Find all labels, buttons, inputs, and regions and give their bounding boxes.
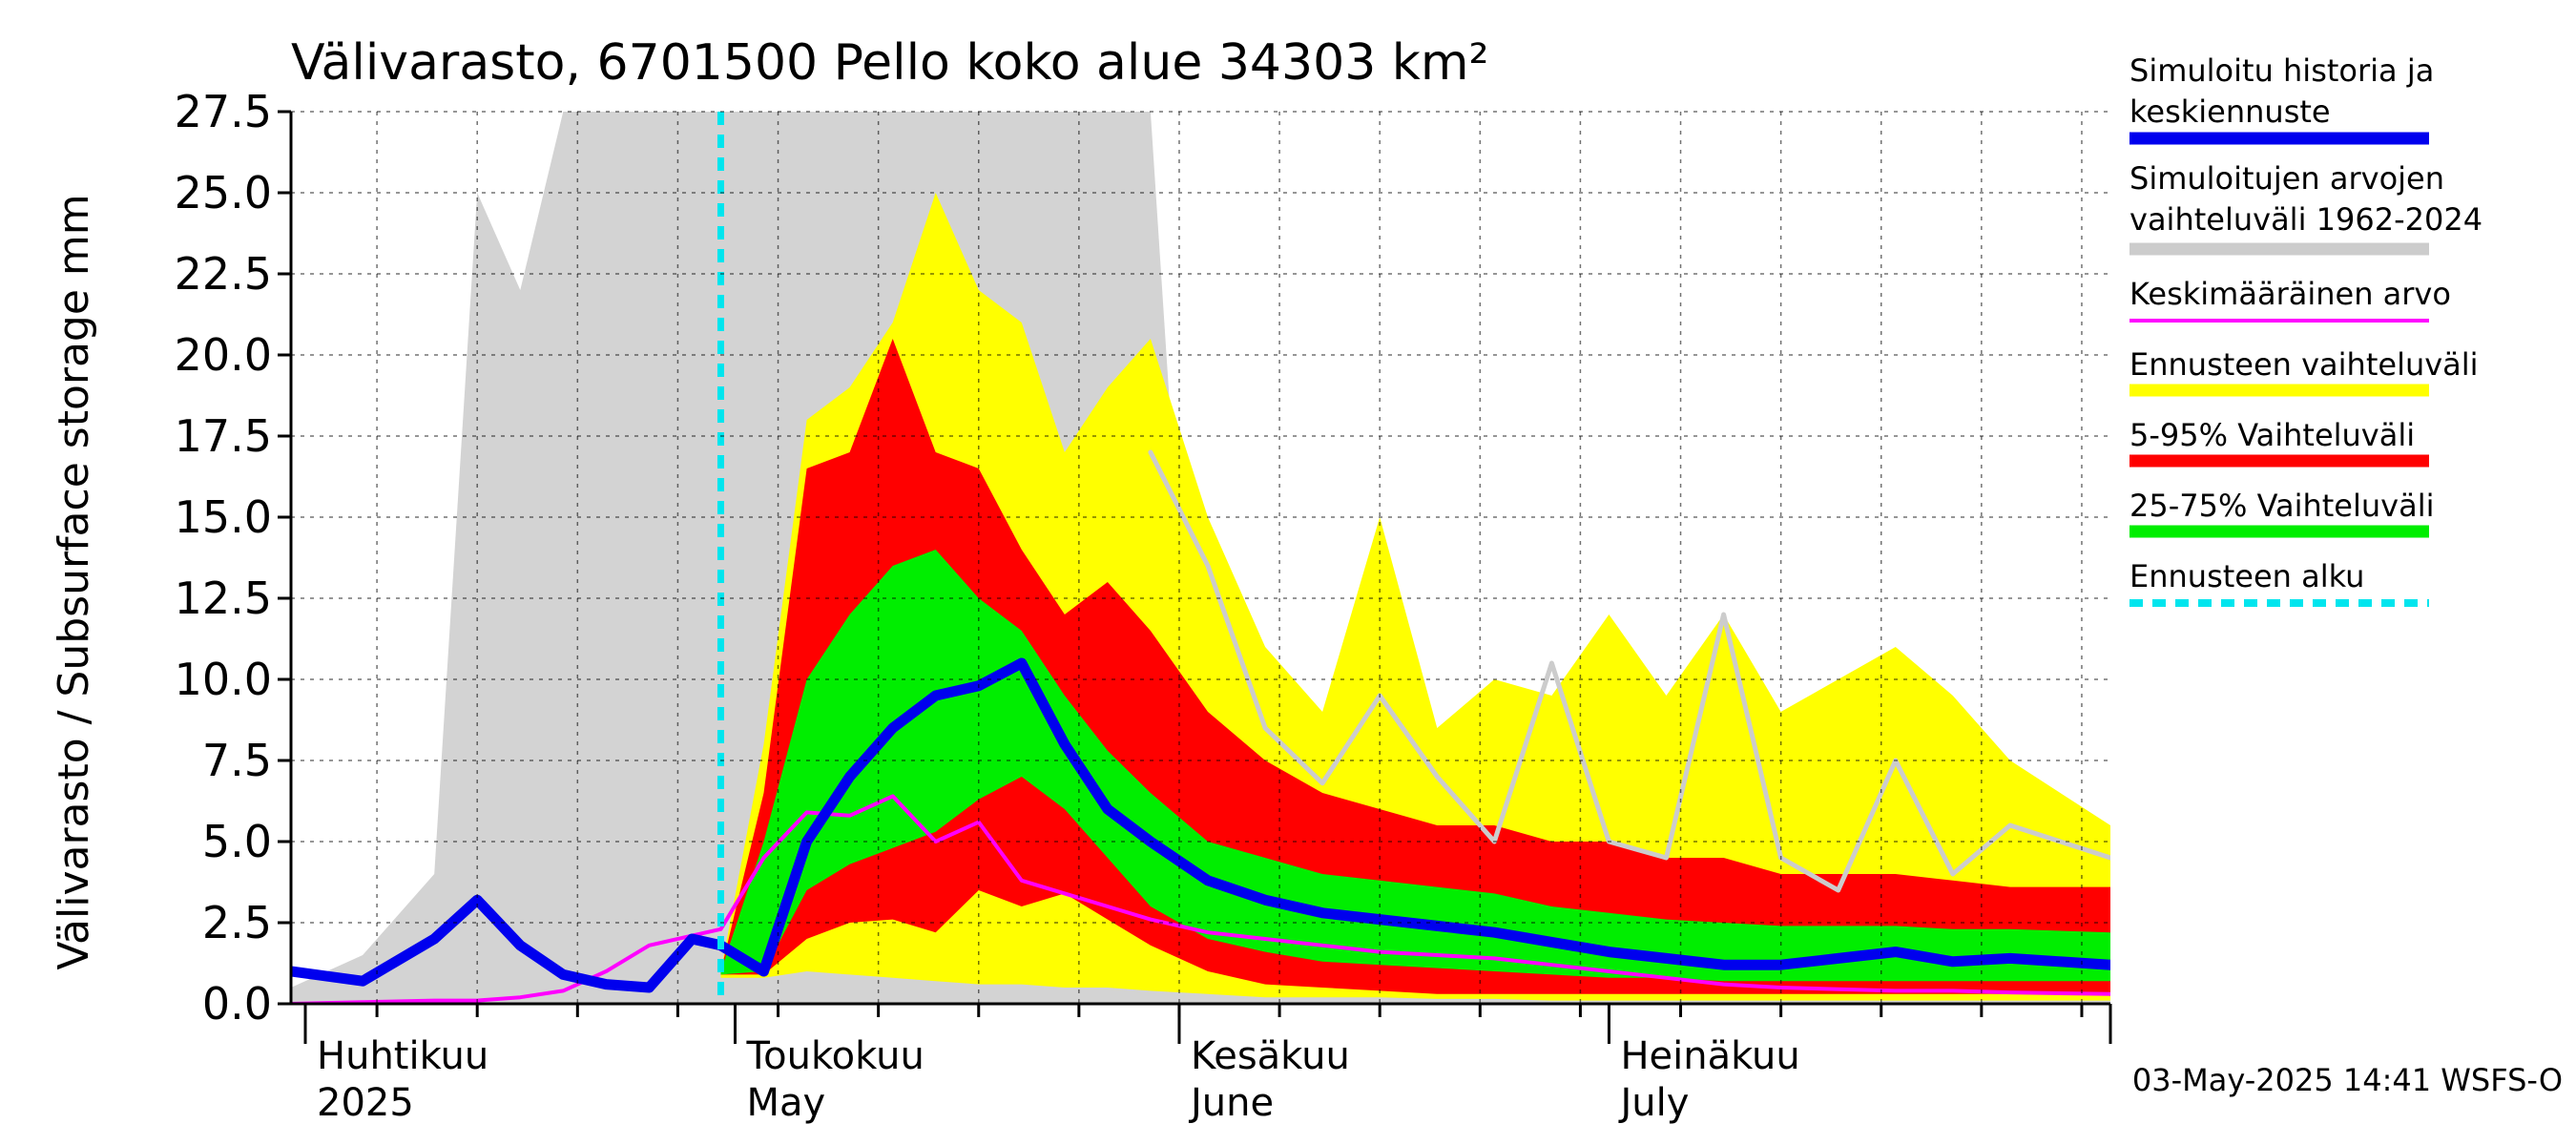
plot-area bbox=[291, 112, 2110, 1004]
legend: Simuloitu historia ja keskiennuste Simuloi… bbox=[2129, 52, 2483, 607]
legend-label: Keskimääräinen arvo bbox=[2129, 276, 2451, 312]
history-range-area bbox=[291, 112, 2110, 1004]
x-month-sublabel: May bbox=[746, 1081, 825, 1125]
legend-label: Ennusteen vaihteluväli bbox=[2129, 346, 2479, 383]
chart-title: Välivarasto, 6701500 Pello koko alue 343… bbox=[291, 34, 1488, 92]
y-axis: 0.0 2.5 5.0 7.5 10.0 12.5 15.0 17.5 20.0 22.5 25.0… bbox=[175, 86, 291, 1030]
x-month-sublabel: 2025 bbox=[317, 1081, 414, 1125]
y-tick-label: 2.5 bbox=[202, 897, 272, 948]
y-tick-label: 15.0 bbox=[175, 491, 272, 543]
y-tick-label: 22.5 bbox=[175, 248, 272, 300]
x-month-sublabel: June bbox=[1188, 1081, 1274, 1125]
x-month-label: Kesäkuu bbox=[1191, 1034, 1350, 1078]
y-tick-label: 12.5 bbox=[175, 572, 272, 624]
y-axis-label: Välivarasto / Subsurface storage mm bbox=[50, 194, 98, 969]
x-month-label: Huhtikuu bbox=[317, 1034, 488, 1078]
x-month-sublabel: July bbox=[1617, 1081, 1689, 1125]
band-25-75-area bbox=[720, 550, 2110, 982]
legend-label: Simuloitu historia ja bbox=[2129, 52, 2434, 89]
legend-label: vaihteluväli 1962-2024 bbox=[2129, 201, 2483, 238]
x-month-label: Toukokuu bbox=[745, 1034, 924, 1078]
legend-label: 25-75% Vaihteluväli bbox=[2129, 488, 2434, 524]
y-tick-label: 10.0 bbox=[175, 654, 272, 705]
y-tick-label: 17.5 bbox=[175, 410, 272, 462]
x-month-label: Heinäkuu bbox=[1620, 1034, 1799, 1078]
mean-value-line bbox=[291, 794, 2110, 1004]
y-tick-label: 7.5 bbox=[202, 735, 272, 786]
y-tick-label: 0.0 bbox=[202, 978, 272, 1030]
simulated-forecast-line bbox=[291, 657, 2110, 993]
y-tick-label: 25.0 bbox=[175, 167, 272, 219]
legend-label: keskiennuste bbox=[2129, 94, 2331, 130]
legend-label: 5-95% Vaihteluväli bbox=[2129, 417, 2415, 453]
grid bbox=[289, 111, 2110, 1006]
y-tick-label: 20.0 bbox=[175, 329, 272, 381]
timestamp-label: 03-May-2025 14:41 WSFS-O bbox=[2132, 1062, 2563, 1098]
band-5-95-area bbox=[720, 339, 2110, 994]
y-tick-label: 5.0 bbox=[202, 816, 272, 867]
legend-label: Simuloitujen arvojen bbox=[2129, 160, 2444, 197]
y-tick-label: 27.5 bbox=[175, 86, 272, 137]
legend-label: Ennusteen alku bbox=[2129, 558, 2364, 594]
